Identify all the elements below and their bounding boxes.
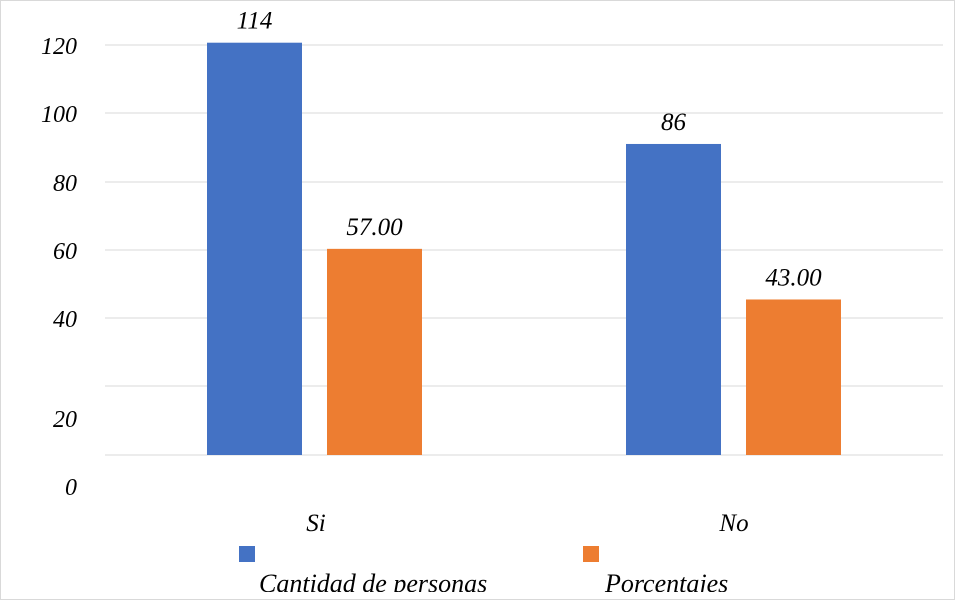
y-tick-label: 60 xyxy=(53,239,77,265)
legend-marker-series-2 xyxy=(583,546,599,562)
category-label: Si xyxy=(306,510,326,537)
data-label: 43.00 xyxy=(765,264,822,291)
y-tick-label: 80 xyxy=(53,171,77,197)
bar-no-series-2 xyxy=(746,299,841,455)
legend-label: Cantidad de personas xyxy=(259,569,487,592)
y-tick-label: 0 xyxy=(65,475,77,501)
y-tick-label: 120 xyxy=(41,34,77,60)
bar-no-series-1 xyxy=(626,143,721,455)
legend-label: Porcentajes xyxy=(604,569,728,592)
data-label: 86 xyxy=(661,109,687,136)
data-label: 114 xyxy=(237,8,273,35)
y-tick-label: 40 xyxy=(53,307,77,333)
legend-marker-series-1 xyxy=(239,546,255,562)
data-label: 57.00 xyxy=(346,214,403,241)
y-tick-label: 100 xyxy=(41,102,77,128)
bar-si-series-2 xyxy=(327,248,422,455)
y-tick-label: 20 xyxy=(53,407,77,433)
bar-si-series-1 xyxy=(207,42,302,455)
category-label: No xyxy=(718,510,748,537)
